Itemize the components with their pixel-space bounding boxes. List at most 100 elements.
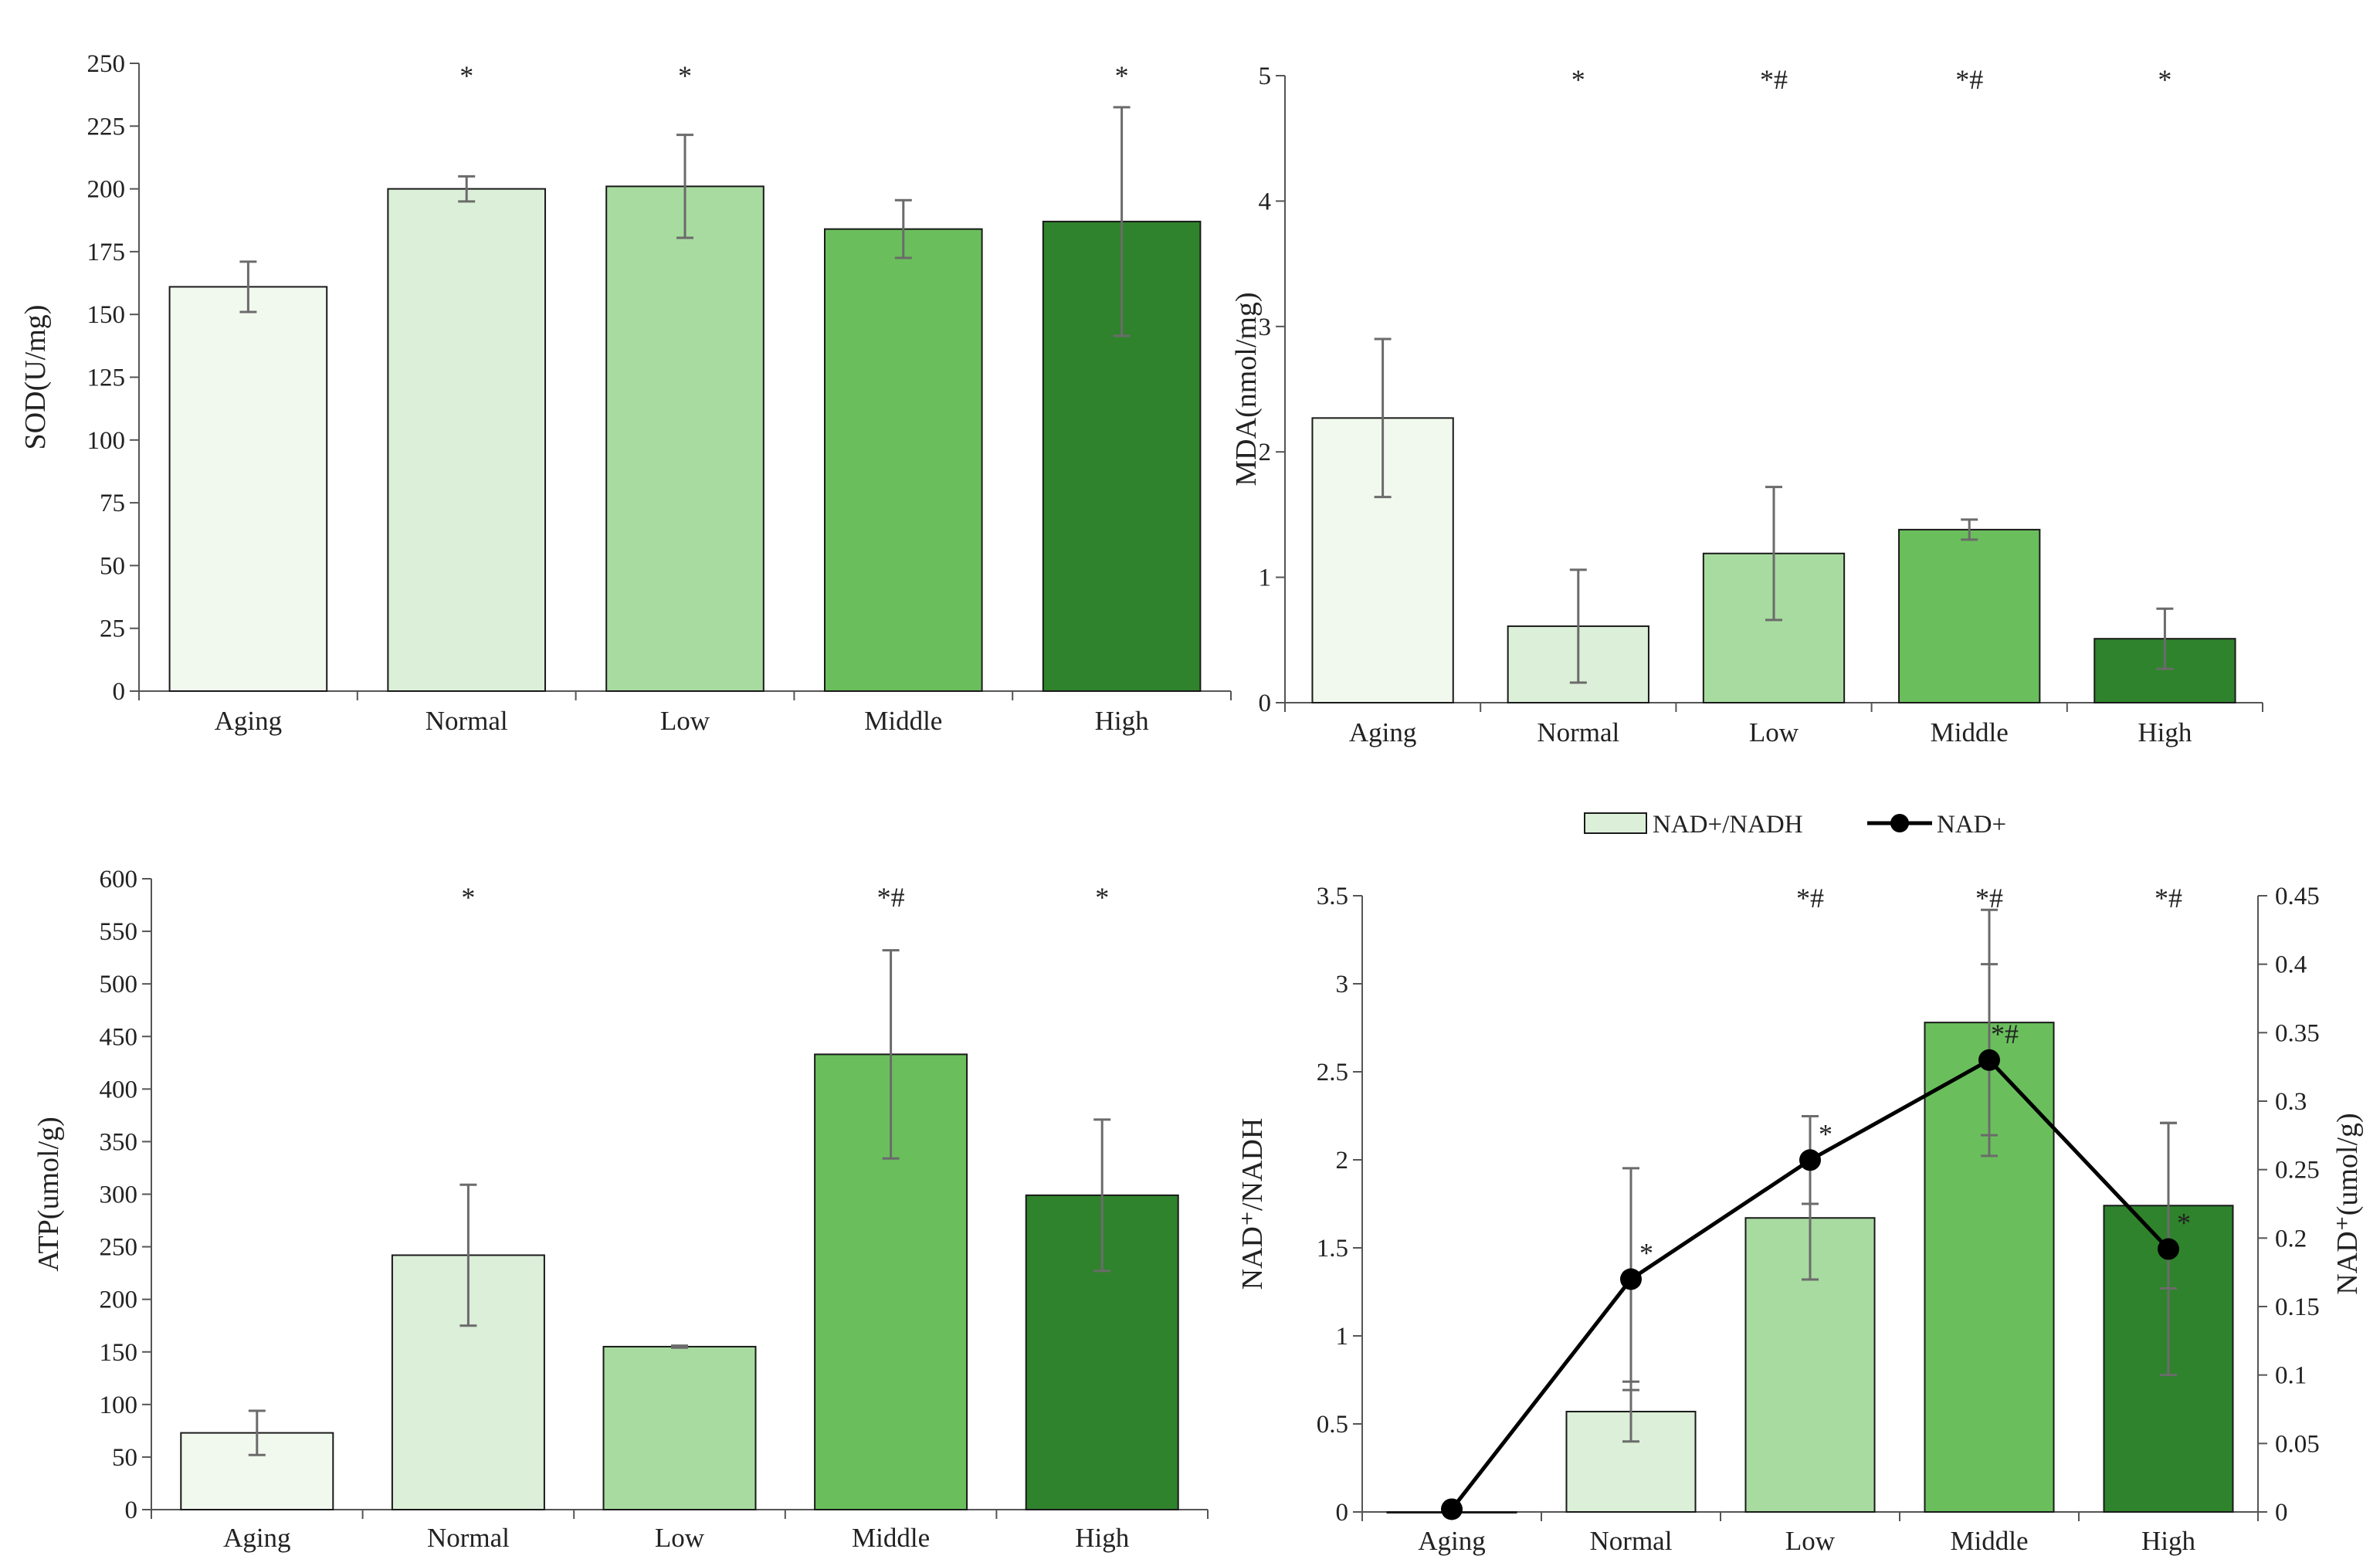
sod-y-tick-label: 125 (87, 364, 126, 392)
nad-category-label: Low (1785, 1526, 1836, 1556)
nad-category-label: Middle (1950, 1526, 2028, 1556)
sod-category-label: Low (660, 706, 710, 736)
nad-line-point-normal (1620, 1268, 1642, 1290)
nad-right-tick-label: 0.05 (2275, 1430, 2320, 1458)
sod-y-tick-label: 225 (87, 113, 126, 141)
atp-significance-mark: *# (877, 882, 905, 913)
mda-category-label: Aging (1349, 717, 1417, 747)
mda-significance-mark: *# (1760, 64, 1788, 95)
atp-significance-mark: * (461, 882, 475, 913)
panel-nad: 0 0.5 1 1.5 2 2.5 3 3.5 Aging Normal Low Middle High… (1236, 811, 2364, 1556)
atp-y-tick-label: 400 (100, 1076, 138, 1103)
nad-right-tick-label: 0.35 (2275, 1019, 2320, 1047)
nad-line-significance-mark: *# (1991, 1019, 2019, 1049)
nad-y-tick-label: 2.5 (1317, 1059, 1348, 1086)
sod-y-axis-label: SOD(U/mg) (19, 305, 52, 450)
mda-y-tick-label: 4 (1259, 188, 1272, 215)
atp-bar-low (602, 1345, 757, 1510)
atp-category-label: High (1075, 1523, 1130, 1553)
legend-label-bar: NAD+/NADH (1653, 811, 1803, 839)
atp-y-tick-label: 450 (100, 1023, 138, 1051)
nad-line-point-high (2158, 1238, 2179, 1260)
nad-right-tick-label: 0.4 (2275, 951, 2307, 979)
nad-right-axis-label: NAD⁺(umol/g) (2331, 1113, 2364, 1294)
sod-y-tick-label: 150 (87, 301, 126, 329)
legend-swatch-marker (1890, 814, 1909, 832)
atp-category-label: Low (655, 1523, 705, 1553)
sod-category-label: Normal (425, 706, 508, 736)
nad-category-label: High (2141, 1526, 2196, 1556)
nad-y-tick-label: 3 (1336, 971, 1349, 998)
mda-category-label: Low (1749, 717, 1799, 747)
sod-y-tick-label: 0 (113, 678, 126, 706)
sod-category-label: Middle (864, 706, 942, 736)
sod-y-tick-label: 175 (87, 239, 126, 266)
atp-category-label: Middle (852, 1523, 930, 1553)
nad-line-significance-mark: * (1819, 1118, 1832, 1149)
legend-label-line: NAD+ (1937, 811, 2006, 839)
nad-category-label: Normal (1590, 1526, 1673, 1556)
atp-y-tick-label: 50 (112, 1444, 137, 1472)
atp-category-label: Normal (427, 1523, 510, 1553)
atp-y-tick-label: 100 (100, 1391, 138, 1419)
atp-y-tick-label: 150 (100, 1339, 138, 1367)
sod-y-tick-label: 250 (87, 50, 126, 78)
sod-category-label: Aging (215, 706, 283, 736)
sod-significance-mark: * (678, 60, 692, 91)
nad-right-tick-label: 0.1 (2275, 1362, 2307, 1390)
atp-y-tick-label: 300 (100, 1181, 138, 1209)
sod-bar-aging (168, 286, 328, 693)
nad-right-tick-label: 0.3 (2275, 1088, 2307, 1116)
atp-y-axis-label: ATP(umol/g) (32, 1117, 65, 1272)
atp-y-tick-label: 550 (100, 918, 138, 946)
atp-y-tick-label: 350 (100, 1128, 138, 1156)
nad-y-tick-label: 1 (1336, 1323, 1349, 1351)
nad-significance-mark: *# (2155, 883, 2182, 913)
nad-right-tick-label: 0.15 (2275, 1293, 2320, 1321)
mda-category-label: High (2138, 717, 2192, 747)
nad-y-tick-label: 2 (1336, 1147, 1349, 1174)
mda-significance-mark: * (2158, 64, 2171, 95)
nad-right-tick-label: 0.25 (2275, 1157, 2320, 1185)
atp-y-tick-label: 250 (100, 1234, 138, 1262)
nad-y-tick-label: 0 (1336, 1499, 1349, 1527)
panel-sod: 0 25 50 75 100 125 150 175 200 225 250 Aging Normal L… (19, 50, 1232, 736)
nad-significance-mark: *# (1796, 883, 1824, 913)
mda-y-tick-label: 0 (1259, 690, 1272, 717)
nad-y-axis-label: NAD⁺/NADH (1236, 1118, 1269, 1290)
mda-bar-middle (1898, 528, 2041, 703)
nad-line-point-aging (1441, 1498, 1463, 1520)
sod-significance-mark: * (459, 60, 473, 91)
nad-category-label: Aging (1418, 1526, 1486, 1556)
atp-significance-mark: * (1095, 882, 1109, 913)
atp-category-label: Aging (223, 1523, 291, 1553)
legend-swatch-bar (1584, 812, 1647, 834)
nad-y-tick-label: 0.5 (1317, 1411, 1348, 1439)
mda-category-label: Normal (1537, 717, 1619, 747)
mda-y-tick-label: 3 (1259, 314, 1272, 341)
nad-y-tick-label: 1.5 (1317, 1235, 1348, 1263)
nad-right-tick-label: 0.2 (2275, 1225, 2307, 1252)
atp-y-tick-label: 600 (100, 866, 138, 893)
sod-y-tick-label: 50 (100, 552, 125, 580)
sod-y-tick-label: 75 (100, 490, 125, 517)
mda-significance-mark: *# (1955, 64, 1983, 95)
sod-bar-middle (823, 228, 983, 692)
atp-y-tick-label: 200 (100, 1286, 138, 1314)
sod-y-tick-label: 200 (87, 176, 126, 204)
sod-significance-mark: * (1115, 60, 1129, 91)
sod-y-tick-label: 25 (100, 615, 125, 643)
sod-bar-low (605, 185, 765, 692)
mda-significance-mark: * (1571, 64, 1585, 95)
panel-mda: 0 1 2 3 4 5 Aging Normal Low Middle High MDA(nmol/m… (1230, 63, 2263, 747)
nad-right-tick-label: 0 (2275, 1499, 2288, 1527)
mda-y-tick-label: 2 (1259, 439, 1272, 466)
nad-line-significance-mark: * (1639, 1238, 1653, 1269)
mda-y-axis-label: MDA(nmol/mg) (1230, 292, 1263, 486)
nad-line-point-low (1799, 1149, 1821, 1171)
nad-line-significance-mark: * (2177, 1208, 2191, 1239)
sod-y-tick-label: 100 (87, 427, 126, 455)
panel-atp: 0 50 100 150 200 250 300 350 400 450 500 550 600 Agin… (32, 866, 1209, 1553)
legend: NAD+/NADH NAD+ (1584, 811, 2006, 839)
